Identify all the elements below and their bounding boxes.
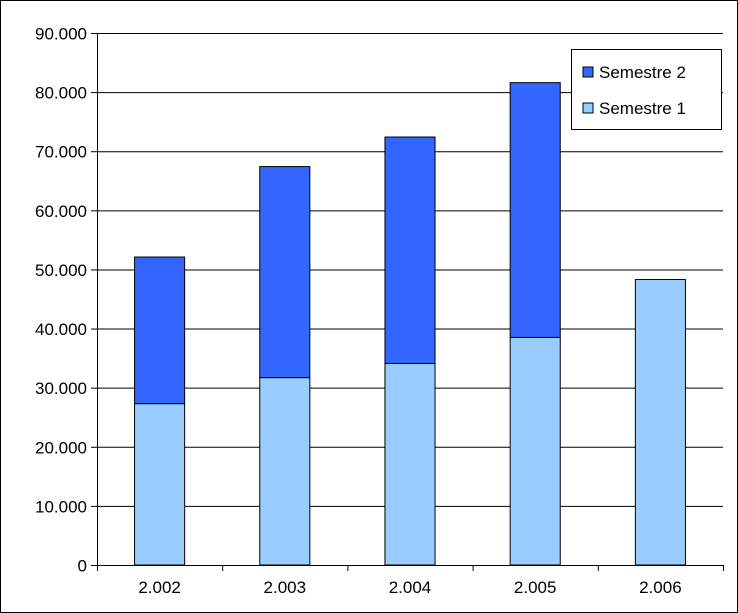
bar-semestre-1 — [384, 362, 436, 566]
legend-label: Semestre 2 — [599, 63, 686, 82]
y-tick-label: 20.000 — [35, 438, 87, 457]
axes — [91, 33, 724, 571]
y-tick-labels: 0 10.000 20.000 30.000 40.000 50.000 60.000 70.… — [35, 25, 87, 576]
x-tick-label: 2.006 — [639, 578, 682, 597]
bar-semestre-2 — [384, 136, 436, 364]
legend-swatch — [582, 66, 594, 78]
legend-box — [571, 49, 722, 130]
y-tick-label: 10.000 — [35, 497, 87, 516]
x-tick-label: 2.002 — [138, 578, 181, 597]
x-tick-labels: 2.002 2.003 2.004 2.005 2.006 — [138, 578, 681, 597]
bar-semestre-1 — [634, 278, 686, 566]
legend: Semestre 2 Semestre 1 — [571, 49, 722, 130]
y-tick-label: 90.000 — [35, 25, 87, 44]
bar-semestre-1 — [134, 403, 186, 566]
y-tick-label: 70.000 — [35, 143, 87, 162]
y-tick-label: 40.000 — [35, 320, 87, 339]
bar-semestre-2 — [509, 82, 561, 338]
y-tick-label: 80.000 — [35, 84, 87, 103]
y-tick-label: 60.000 — [35, 202, 87, 221]
bar-semestre-1 — [509, 336, 561, 566]
y-tick-label: 0 — [78, 557, 87, 576]
y-tick-label: 30.000 — [35, 379, 87, 398]
bars — [134, 82, 686, 566]
x-tick-label: 2.004 — [389, 578, 432, 597]
x-tick-label: 2.005 — [514, 578, 557, 597]
bar-semestre-1 — [259, 377, 311, 566]
legend-swatch — [582, 102, 594, 114]
y-tick-label: 50.000 — [35, 261, 87, 280]
bar-semestre-2 — [134, 256, 186, 405]
legend-label: Semestre 1 — [599, 99, 686, 118]
x-tick-label: 2.003 — [264, 578, 307, 597]
bar-semestre-2 — [259, 166, 311, 379]
